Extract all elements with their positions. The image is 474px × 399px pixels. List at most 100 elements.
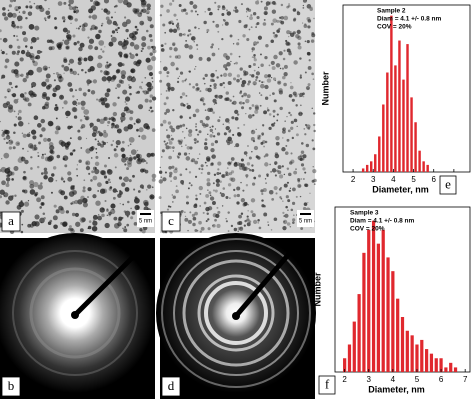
particle: [311, 72, 314, 76]
particle: [15, 8, 18, 12]
particle: [79, 42, 85, 48]
particle: [206, 28, 210, 32]
particle: [182, 123, 186, 127]
particle: [172, 0, 175, 3]
particle: [168, 140, 173, 145]
particle: [5, 200, 10, 205]
particle: [75, 27, 78, 30]
particle: [5, 135, 11, 140]
particle: [229, 99, 232, 102]
bar: [434, 358, 438, 372]
particle: [71, 200, 76, 205]
particle: [114, 166, 117, 169]
particle: [111, 30, 116, 34]
particle: [163, 102, 167, 106]
particle: [134, 25, 138, 29]
particle: [81, 217, 86, 223]
particle: [251, 74, 255, 78]
particle: [81, 27, 86, 32]
particle: [97, 190, 99, 192]
particle: [29, 46, 33, 50]
particle: [304, 40, 307, 43]
particle: [276, 119, 279, 122]
particle: [115, 28, 118, 32]
bar: [424, 349, 429, 372]
particle: [110, 116, 115, 121]
bar: [410, 335, 414, 372]
particle: [279, 174, 284, 179]
particle: [313, 178, 317, 183]
particle: [273, 217, 278, 222]
particle: [67, 82, 73, 87]
bar: [381, 229, 385, 372]
particle: [90, 179, 93, 182]
particle: [22, 176, 27, 180]
particle: [0, 120, 1, 123]
particle: [77, 57, 82, 62]
particle: [21, 132, 24, 135]
particle: [13, 25, 17, 29]
particle: [186, 102, 189, 105]
particle: [78, 87, 82, 92]
particle: [228, 171, 233, 176]
particle: [63, 65, 70, 72]
particle: [169, 46, 173, 51]
particle: [228, 130, 231, 133]
particle: [82, 92, 87, 97]
particle: [2, 131, 6, 135]
particle: [40, 118, 46, 124]
particle: [77, 199, 83, 205]
bar: [370, 161, 373, 172]
particle: [47, 176, 54, 183]
particle: [73, 149, 76, 152]
particle: [100, 24, 103, 27]
particle: [214, 189, 218, 193]
particle: [22, 133, 27, 138]
particle: [42, 212, 46, 215]
particle: [43, 167, 48, 172]
particle: [141, 36, 147, 41]
particle: [230, 177, 236, 182]
particle: [223, 86, 226, 89]
particle: [33, 2, 36, 5]
particle: [83, 115, 86, 118]
particle: [4, 96, 7, 99]
particle: [143, 123, 150, 129]
particle: [263, 81, 265, 83]
particle: [252, 81, 257, 86]
particle: [91, 132, 97, 138]
particle: [306, 40, 310, 44]
particle: [63, 180, 66, 183]
particle: [275, 63, 281, 68]
scale-label: 5 nm: [139, 219, 152, 225]
particle: [173, 176, 178, 180]
particle: [3, 137, 6, 141]
particle: [245, 10, 248, 13]
particle: [29, 180, 35, 186]
particle: [88, 172, 91, 175]
particle: [17, 113, 19, 115]
particle: [116, 190, 118, 193]
particle: [226, 167, 229, 169]
bar: [390, 15, 393, 172]
particle: [11, 69, 16, 74]
particle: [298, 111, 303, 117]
bar: [374, 154, 377, 172]
particle: [112, 196, 116, 200]
particle: [176, 18, 178, 21]
particle: [223, 64, 228, 69]
particle: [245, 174, 249, 178]
particle: [258, 134, 262, 138]
particle: [109, 181, 111, 183]
particle: [255, 155, 259, 159]
particle: [45, 96, 50, 101]
particle: [307, 201, 309, 204]
particle: [198, 56, 203, 61]
particle: [141, 88, 143, 90]
particle: [171, 165, 175, 169]
particle: [240, 198, 246, 203]
particle: [36, 66, 43, 73]
particle: [290, 152, 293, 155]
particle: [7, 12, 13, 18]
particle: [73, 10, 77, 14]
